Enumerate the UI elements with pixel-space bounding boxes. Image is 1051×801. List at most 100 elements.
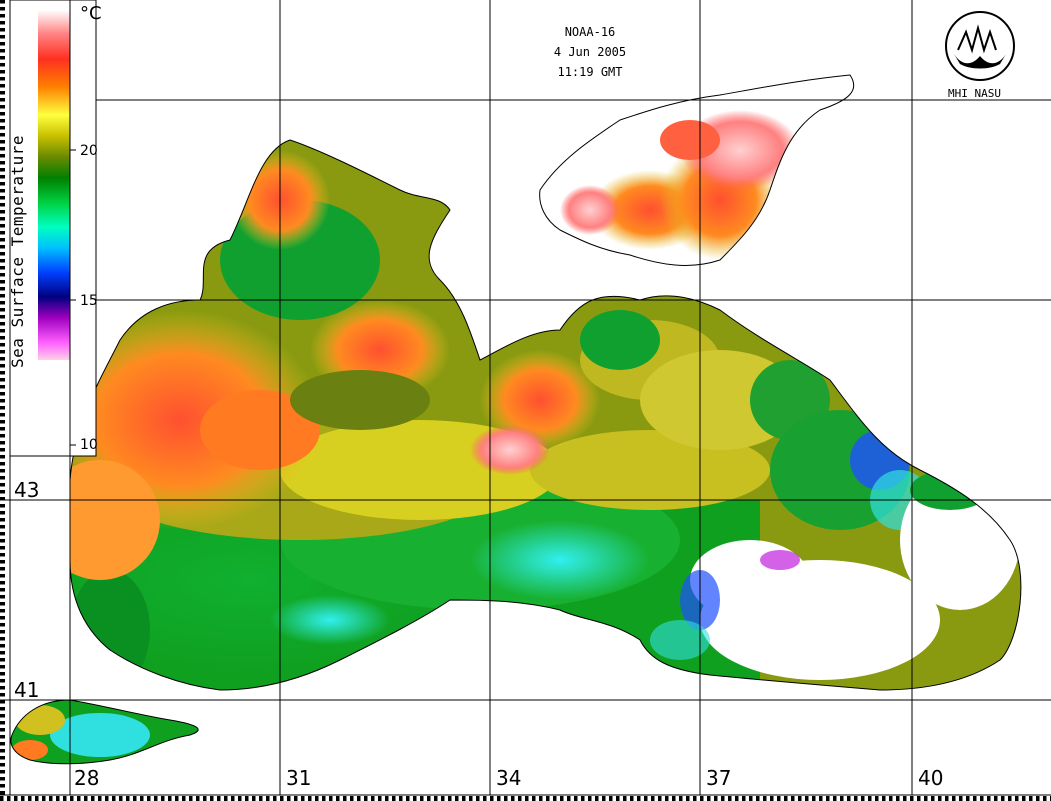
scale-tick-20: 20	[80, 143, 98, 159]
ruler-tick	[0, 301, 5, 305]
ruler-tick	[252, 796, 256, 801]
ruler-tick	[0, 420, 5, 424]
azov-coastline	[539, 74, 855, 266]
ruler-tick	[560, 796, 564, 801]
image-date: 4 Jun 2005	[553, 45, 627, 59]
ruler-tick	[154, 796, 158, 801]
ruler-tick	[0, 406, 5, 410]
ruler-tick	[833, 796, 837, 801]
ruler-tick	[1029, 796, 1033, 801]
ruler-tick	[0, 329, 5, 333]
ruler-tick	[0, 679, 5, 683]
ruler-tick	[693, 796, 697, 801]
ruler-tick	[595, 796, 599, 801]
ruler-tick	[357, 796, 361, 801]
ruler-tick	[105, 796, 109, 801]
ruler-tick	[574, 796, 578, 801]
ruler-tick	[0, 770, 5, 774]
ruler-tick	[0, 714, 5, 718]
ruler-tick	[0, 98, 5, 102]
ruler-tick	[1008, 796, 1012, 801]
ruler-tick	[0, 70, 5, 74]
ruler-tick	[0, 560, 5, 564]
ruler-tick	[259, 796, 263, 801]
ruler-tick	[0, 175, 5, 179]
ruler-tick	[0, 14, 5, 18]
ruler-tick	[616, 796, 620, 801]
ruler-tick	[329, 796, 333, 801]
ruler-tick	[546, 796, 550, 801]
logo-label: MHI NASU	[948, 87, 1001, 100]
ruler-tick	[0, 203, 5, 207]
ruler-tick	[238, 796, 242, 801]
ruler-tick	[427, 796, 431, 801]
ruler-tick	[0, 546, 5, 550]
ruler-tick	[0, 315, 5, 319]
mhi-logo	[945, 11, 1015, 81]
ruler-tick	[0, 455, 5, 459]
ruler-tick	[742, 796, 746, 801]
ruler-tick	[343, 796, 347, 801]
ruler-tick	[0, 469, 5, 473]
ruler-tick	[672, 796, 676, 801]
ruler-tick	[973, 796, 977, 801]
ruler-tick	[112, 796, 116, 801]
ruler-tick	[0, 483, 5, 487]
ruler-tick	[0, 336, 5, 340]
ruler-tick	[0, 259, 5, 263]
lon-label-40: 40	[918, 766, 944, 790]
ruler-tick	[931, 796, 935, 801]
ruler-tick	[126, 796, 130, 801]
ruler-tick	[0, 742, 5, 746]
ruler-tick	[315, 796, 319, 801]
ruler-tick	[0, 133, 5, 137]
ruler-tick	[42, 796, 46, 801]
ruler-tick	[539, 796, 543, 801]
marmara-sea-sst	[10, 700, 199, 764]
ruler-tick	[371, 796, 375, 801]
ruler-tick	[0, 777, 5, 781]
ruler-tick	[175, 796, 179, 801]
ruler-tick	[0, 210, 5, 214]
ruler-tick	[0, 763, 5, 767]
lat-label-41: 41	[14, 678, 40, 702]
ruler-tick	[0, 196, 5, 200]
ruler-tick	[0, 721, 5, 725]
ruler-tick	[0, 532, 5, 536]
ruler-tick	[0, 796, 4, 801]
ruler-tick	[749, 796, 753, 801]
ruler-tick	[147, 796, 151, 801]
ruler-tick	[336, 796, 340, 801]
ruler-tick	[763, 796, 767, 801]
ruler-tick	[1015, 796, 1019, 801]
ruler-tick	[0, 462, 5, 466]
ruler-tick	[476, 796, 480, 801]
ruler-tick	[665, 796, 669, 801]
ruler-tick	[868, 796, 872, 801]
ruler-tick	[609, 796, 613, 801]
ruler-tick	[0, 791, 5, 795]
ruler-tick	[7, 796, 11, 801]
ruler-tick	[588, 796, 592, 801]
ruler-tick	[889, 796, 893, 801]
ruler-tick	[308, 796, 312, 801]
ruler-tick	[0, 119, 5, 123]
ruler-tick	[231, 796, 235, 801]
ruler-tick	[0, 392, 5, 396]
ruler-tick	[245, 796, 249, 801]
ruler-tick	[469, 796, 473, 801]
ruler-tick	[224, 796, 228, 801]
ruler-tick	[777, 796, 781, 801]
ruler-tick	[0, 476, 5, 480]
ruler-tick	[0, 161, 5, 165]
ruler-tick	[728, 796, 732, 801]
ruler-tick	[847, 796, 851, 801]
ruler-tick	[490, 796, 494, 801]
ruler-tick	[679, 796, 683, 801]
ruler-tick	[140, 796, 144, 801]
ruler-tick	[0, 371, 5, 375]
ruler-tick	[875, 796, 879, 801]
ruler-tick	[0, 735, 5, 739]
ruler-tick	[861, 796, 865, 801]
